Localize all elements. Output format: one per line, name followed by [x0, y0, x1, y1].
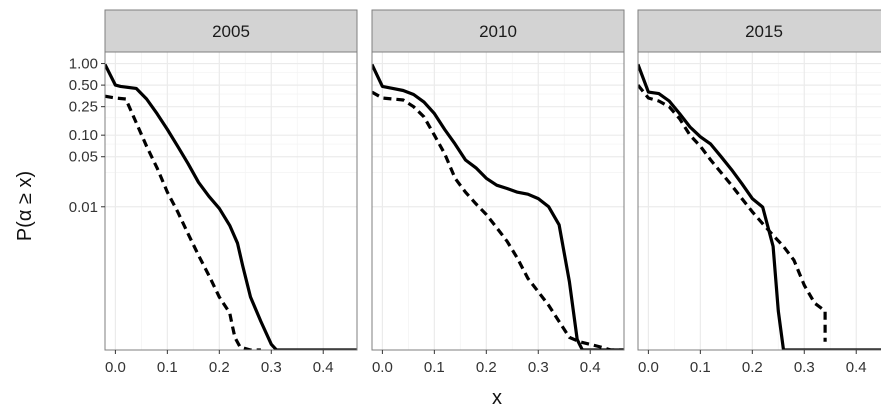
series-line-dashed	[105, 94, 261, 350]
x-tick-label: 0.2	[476, 359, 497, 376]
panel-background	[638, 52, 881, 350]
x-axes: 0.0 0.1 0.2 0.3 0.4 0.0 0.1 0.2 0.3 0.4 0.0 0.1 0.2 0…	[105, 350, 867, 376]
panel-border	[371, 51, 625, 351]
y-tick-label: 0.05	[69, 149, 98, 166]
series-line-solid	[638, 63, 881, 350]
y-tick-label: 0.25	[69, 99, 98, 116]
grid-lines	[105, 52, 357, 350]
y-tick-label: 0.01	[69, 199, 98, 216]
facet-panel-2010: 2010	[371, 9, 625, 351]
x-tick-label: 0.0	[372, 359, 393, 376]
x-tick-label: 0.4	[313, 359, 334, 376]
y-axis-title: P(α ≥ x)	[14, 171, 36, 241]
series-line-solid	[372, 63, 624, 350]
x-tick-label: 0.3	[261, 359, 282, 376]
x-tick-label: 0.2	[209, 359, 230, 376]
facet-panel-2005: 2005	[104, 9, 358, 351]
facet-panels: 2005 2010 2015	[104, 9, 881, 351]
grid-lines	[638, 52, 881, 350]
facet-strip-label: 2015	[745, 22, 783, 41]
x-tick-label: 0.2	[742, 359, 763, 376]
x-tick-label: 0.1	[157, 359, 178, 376]
facet-strip	[637, 9, 881, 53]
series-line-dashed	[638, 84, 827, 342]
facet-strip-label: 2005	[212, 22, 250, 41]
grid-lines	[372, 52, 624, 350]
y-tick-label: 0.10	[69, 127, 98, 144]
facet-strip-label: 2010	[479, 22, 517, 41]
panel-background	[372, 52, 624, 350]
y-tick-label: 1.00	[69, 56, 98, 73]
facet-panel-2015: 2015	[637, 9, 881, 351]
x-tick-label: 0.4	[846, 359, 867, 376]
facet-strip	[104, 9, 358, 53]
x-tick-label: 0.3	[794, 359, 815, 376]
x-axis-title: x	[492, 387, 502, 404]
x-tick-label: 0.4	[580, 359, 601, 376]
x-tick-label: 0.0	[105, 359, 126, 376]
series-line-dashed	[372, 90, 624, 350]
series-group	[105, 63, 357, 350]
y-tick-label: 0.50	[69, 77, 98, 94]
x-tick-label: 0.1	[424, 359, 445, 376]
series-group	[372, 63, 624, 350]
series-line-solid	[105, 63, 357, 350]
series-group	[638, 63, 881, 350]
facet-strip	[371, 9, 625, 53]
x-tick-label: 0.3	[528, 359, 549, 376]
x-tick-label: 0.0	[638, 359, 659, 376]
panel-border	[104, 51, 358, 351]
panel-border	[637, 51, 881, 351]
y-axis: 1.00 0.50 0.25 0.10 0.05 0.01	[69, 56, 105, 216]
x-tick-label: 0.1	[690, 359, 711, 376]
